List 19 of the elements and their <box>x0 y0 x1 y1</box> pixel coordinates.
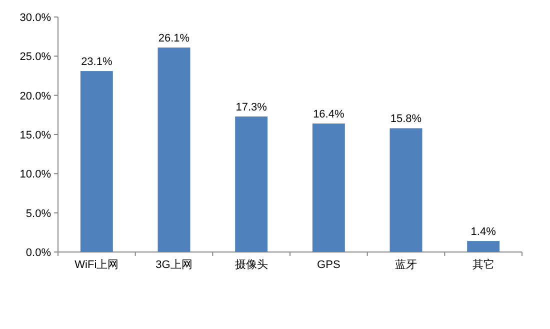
data-label: 26.1% <box>158 32 190 45</box>
x-tick-label: GPS <box>317 259 340 271</box>
x-tick-label: 蓝牙 <box>395 258 417 271</box>
y-tick-label: 10.0% <box>20 168 52 181</box>
y-tick-label: 30.0% <box>20 12 52 24</box>
data-label: 23.1% <box>81 56 112 68</box>
data-label: 1.4% <box>470 226 496 238</box>
x-tick-label: WiFi上网 <box>74 258 119 271</box>
y-tick-label: 15.0% <box>20 130 52 142</box>
data-label: 17.3% <box>236 101 268 114</box>
y-tick-label: 20.0% <box>20 90 52 102</box>
y-tick-label: 0.0% <box>26 247 52 259</box>
data-label: 15.8% <box>390 113 422 126</box>
y-tick-label: 25.0% <box>20 51 52 64</box>
x-tick-label: 3G上网 <box>156 258 192 271</box>
y-tick-label: 5.0% <box>26 208 52 220</box>
x-tick-label: 其它 <box>472 258 494 271</box>
data-label: 16.4% <box>313 108 344 121</box>
x-tick-label: 摄像头 <box>234 258 268 271</box>
